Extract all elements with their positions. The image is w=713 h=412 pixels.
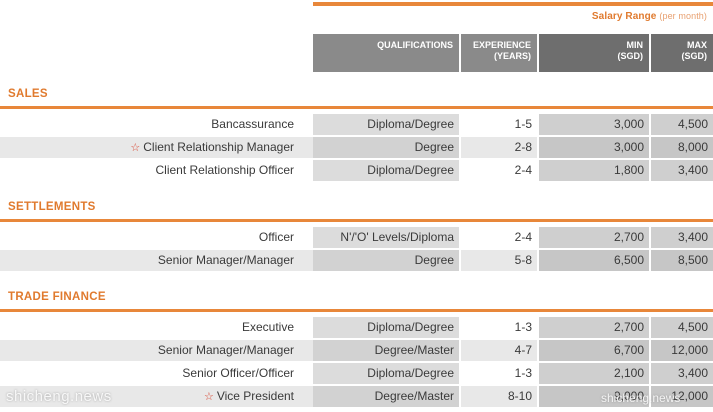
max-salary-cell: 12,000 — [651, 386, 713, 407]
row-stripe — [0, 386, 313, 407]
min-salary-cell: 3,000 — [539, 137, 649, 158]
job-title-cell: Senior Officer/Officer — [0, 363, 299, 384]
min-salary-cell: 6,500 — [539, 250, 649, 271]
section-rule — [0, 219, 713, 222]
row-stripe — [0, 137, 313, 158]
qualification-cell: Diploma/Degree — [313, 114, 459, 135]
section-title: SALES — [8, 88, 48, 100]
star-icon: ☆ — [203, 391, 214, 403]
job-title-cell: Senior Manager/Manager — [0, 250, 299, 271]
salary-range-suffix: (per month) — [659, 11, 707, 21]
header-experience-unit: (YEARS) — [493, 51, 531, 61]
job-title: Client Relationship Manager — [143, 140, 294, 154]
qualification-cell: Degree/Master — [313, 386, 459, 407]
max-salary-cell: 3,400 — [651, 160, 713, 181]
salary-range-label: Salary Range — [591, 11, 657, 22]
top-accent-rule — [313, 2, 713, 6]
table-row: ☆ Vice President Degree/Master 8-10 9,000 12,… — [0, 386, 713, 407]
qualification-cell: Diploma/Degree — [313, 363, 459, 384]
max-salary-cell: 12,000 — [651, 340, 713, 361]
experience-cell: 4-7 — [461, 340, 537, 361]
max-salary-cell: 4,500 — [651, 114, 713, 135]
salary-range-heading: Salary Range (per month) — [592, 11, 707, 22]
job-title-cell: Executive — [0, 317, 299, 338]
qualification-cell: Diploma/Degree — [313, 317, 459, 338]
experience-cell: 1-3 — [514, 366, 532, 380]
min-salary-cell: 6,700 — [539, 340, 649, 361]
experience-cell: 2-8 — [461, 137, 537, 158]
job-title: Officer — [258, 230, 294, 244]
header-qualifications-label: QUALIFICATIONS — [377, 40, 453, 50]
header-max-label: MAX — [687, 40, 707, 50]
header-experience-label: EXPERIENCE — [472, 40, 531, 50]
row-stripe — [0, 340, 313, 361]
watermark-right: shicheng.news — [601, 391, 681, 405]
section-title: TRADE FINANCE — [8, 291, 106, 303]
table-row: Senior Manager/Manager Degree/Master 4-7 6,… — [0, 340, 713, 361]
header-min: MIN (SGD) — [539, 34, 649, 72]
experience-cell: 5-8 — [461, 250, 537, 271]
header-min-label: MIN — [626, 40, 644, 50]
job-title: Senior Manager/Manager — [157, 253, 294, 267]
min-salary-cell: 9,000 — [539, 386, 649, 407]
job-title-cell: Senior Manager/Manager — [0, 340, 299, 361]
max-salary-cell: 8,000 — [651, 137, 713, 158]
min-salary-cell: 2,100 — [539, 363, 649, 384]
job-title: Client Relationship Officer — [155, 163, 294, 177]
table-row: ☆ Client Relationship Manager Degree 2-8 3,0… — [0, 137, 713, 158]
section-rule — [0, 309, 713, 312]
min-salary-cell: 1,800 — [539, 160, 649, 181]
max-salary-cell: 4,500 — [651, 317, 713, 338]
header-max-unit: (SGD) — [681, 51, 708, 61]
job-title: Bancassurance — [211, 117, 294, 131]
table-row: Senior Officer/Officer Diploma/Degree 1-3 2… — [0, 363, 713, 384]
section-rule — [0, 106, 713, 109]
max-salary-cell: 3,400 — [651, 363, 713, 384]
header-min-unit: (SGD) — [617, 51, 644, 61]
table-row: Executive Diploma/Degree 1-3 2,700 4,500 — [0, 317, 713, 338]
table-row: Bancassurance Diploma/Degree 1-5 3,000 4,500 — [0, 114, 713, 135]
header-qualifications: QUALIFICATIONS — [313, 34, 459, 72]
table-row: Senior Manager/Manager Degree 5-8 6,500 8,50… — [0, 250, 713, 271]
star-icon: ☆ — [130, 142, 141, 154]
job-title: Executive — [241, 320, 294, 334]
qualification-cell: Degree/Master — [313, 340, 459, 361]
job-title: Vice President — [216, 389, 294, 403]
header-experience: EXPERIENCE (YEARS) — [461, 34, 537, 72]
min-salary-cell: 2,700 — [539, 317, 649, 338]
experience-cell: 2-4 — [514, 163, 532, 177]
job-title: Senior Officer/Officer — [182, 366, 294, 380]
qualification-cell: N'/'O' Levels/Diploma — [313, 227, 459, 248]
table-row: Client Relationship Officer Diploma/Degre… — [0, 160, 713, 181]
table-row: Officer N'/'O' Levels/Diploma 2-4 2,700 3,40… — [0, 227, 713, 248]
job-title-cell: ☆ Client Relationship Manager — [0, 137, 299, 158]
qualification-cell: Degree — [313, 137, 459, 158]
job-title-cell: Client Relationship Officer — [0, 160, 299, 181]
job-title-cell: Bancassurance — [0, 114, 299, 135]
header-max: MAX (SGD) — [651, 34, 713, 72]
row-stripe — [0, 250, 313, 271]
experience-cell: 8-10 — [461, 386, 537, 407]
max-salary-cell: 3,400 — [651, 227, 713, 248]
section-title: SETTLEMENTS — [8, 201, 96, 213]
experience-cell: 1-3 — [514, 320, 532, 334]
min-salary-cell: 3,000 — [539, 114, 649, 135]
qualification-cell: Degree — [313, 250, 459, 271]
max-salary-cell: 8,500 — [651, 250, 713, 271]
qualification-cell: Diploma/Degree — [313, 160, 459, 181]
job-title-cell: Officer — [0, 227, 299, 248]
job-title: Senior Manager/Manager — [157, 343, 294, 357]
job-title-cell: ☆ Vice President — [0, 386, 299, 407]
min-salary-cell: 2,700 — [539, 227, 649, 248]
experience-cell: 2-4 — [514, 230, 532, 244]
watermark-left: shicheng.news — [6, 388, 112, 405]
experience-cell: 1-5 — [514, 117, 532, 131]
